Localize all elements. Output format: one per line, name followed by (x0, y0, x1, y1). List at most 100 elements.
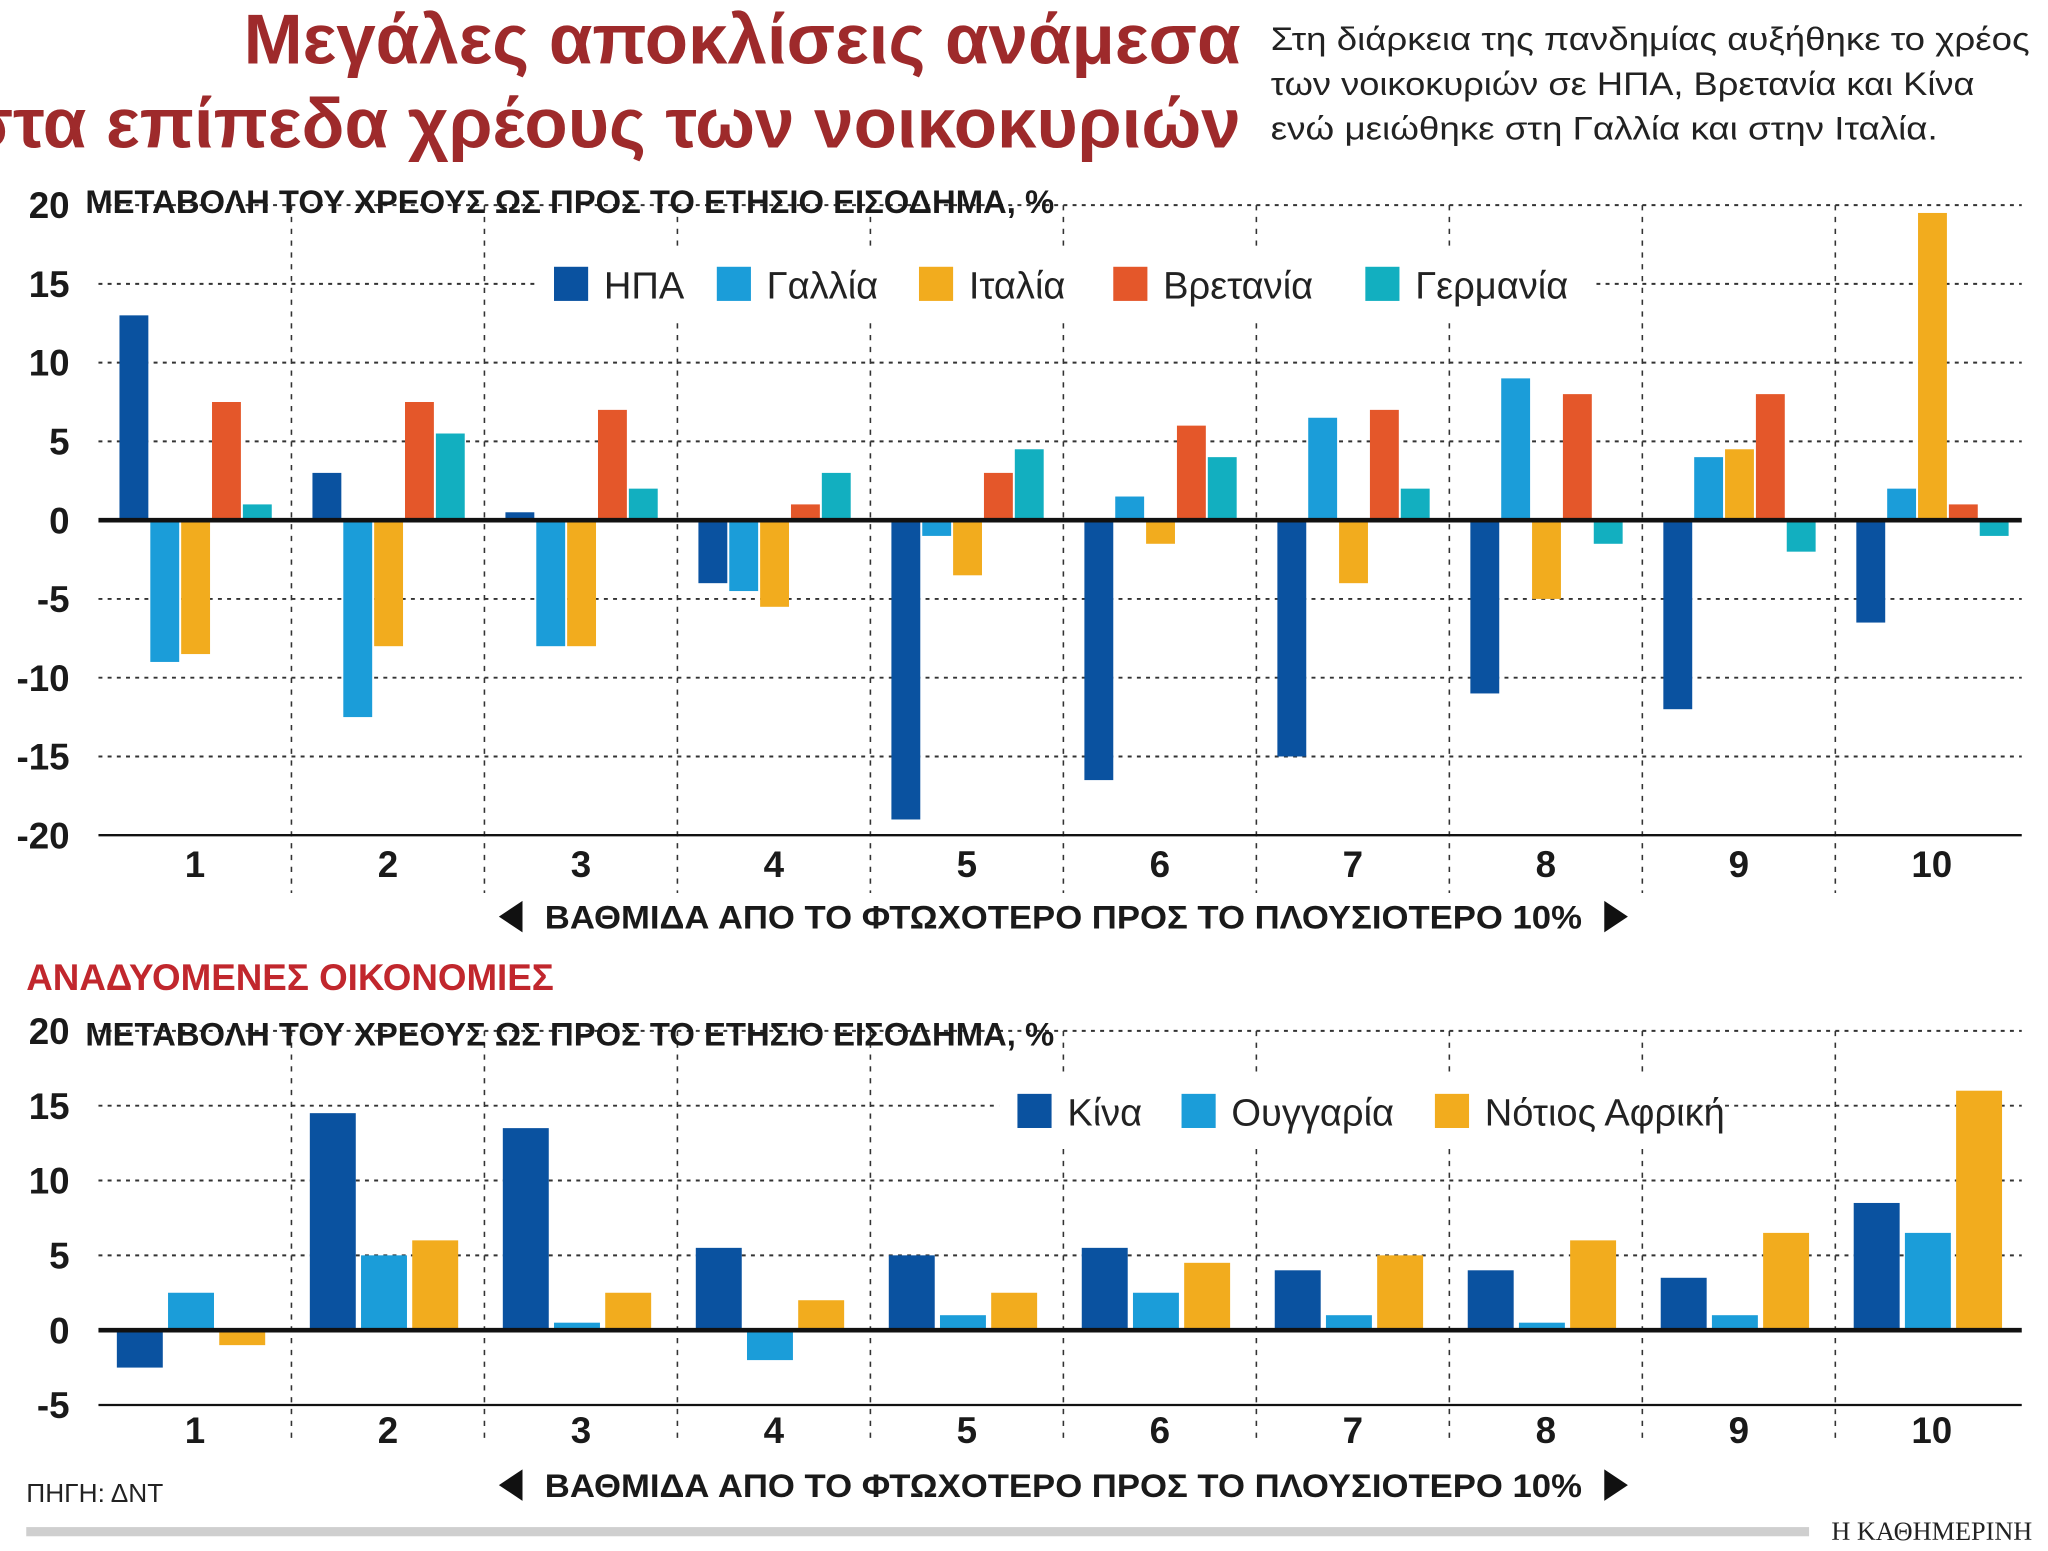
bar (412, 1240, 459, 1331)
legend-item: Βρετανία (1113, 265, 1313, 307)
legend-background (999, 1072, 1666, 1149)
x-tick-label: 6 (1150, 1410, 1170, 1451)
arrow-left-icon (498, 900, 523, 933)
bar (361, 1255, 407, 1331)
legend-item: Γερμανία (1365, 265, 1568, 307)
chart-emerging-economies: Κίνα Ουγγαρία Νότιος Αφρική ΜΕΤΑΒΟΛΗ ΤΟΥ ΧΡ… (29, 1011, 2022, 1504)
bar (567, 520, 597, 647)
x-tick-label: 8 (1536, 1410, 1556, 1451)
bar (746, 1330, 793, 1361)
y-tick-label: 10 (29, 1161, 70, 1202)
x-tick-label: 4 (764, 844, 785, 885)
bar (729, 520, 759, 592)
y-tick-label: 20 (29, 185, 70, 226)
bar (760, 520, 790, 607)
subtitle-line-3: ενώ μειώθηκε στη Γαλλία και στην Ιταλία. (1271, 109, 1938, 146)
bar (821, 472, 851, 521)
y-tick-label: -20 (16, 815, 69, 856)
bar (1369, 409, 1399, 521)
bar (1663, 520, 1693, 710)
bar (1853, 1202, 1900, 1331)
x-axis-label: ΒΑΘΜΙΔΑ ΑΠΟ ΤΟ ΦΤΩΧΟΤΕΡΟ ΠΡΟΣ ΤΟ ΠΛΟΥΣΙΟ… (545, 898, 1582, 935)
bar (1274, 1270, 1321, 1331)
bar (1711, 1315, 1758, 1331)
bar (1725, 449, 1754, 521)
x-tick-label: 3 (571, 844, 591, 885)
bar (605, 1292, 652, 1331)
x-tick-label: 9 (1729, 844, 1749, 885)
legend-label: Βρετανία (1163, 265, 1313, 307)
bar (1377, 1255, 1424, 1331)
legend-item: Ουγγαρία (1181, 1092, 1394, 1134)
legend-label: Ιταλία (969, 265, 1066, 307)
y-axis-label: ΜΕΤΑΒΟΛΗ ΤΟΥ ΧΡΕΟΥΣ ΩΣ ΠΡΟΣ ΤΟ ΕΤΗΣΙΟ ΕΙ… (85, 1015, 1054, 1052)
bar (1518, 1322, 1565, 1331)
y-tick-label: 0 (49, 1310, 69, 1351)
x-tick-label: 5 (957, 1410, 977, 1451)
y-tick-label: -5 (37, 579, 70, 620)
bar (1176, 425, 1206, 521)
x-tick-label: 6 (1150, 844, 1170, 885)
bar (1184, 1262, 1231, 1331)
legend-swatch (1113, 266, 1148, 301)
subtitle-line-1: Στη διάρκεια της πανδημίας αυξήθηκε το χ… (1271, 20, 2030, 57)
bar (1979, 520, 2009, 536)
bar (309, 1113, 356, 1331)
bar (1887, 488, 1917, 521)
arrow-right-icon (1604, 900, 1628, 933)
x-tick-label: 1 (185, 844, 205, 885)
bar (1562, 394, 1592, 521)
x-tick-label: 2 (378, 1410, 398, 1451)
bar (1532, 520, 1561, 599)
x-tick-label: 2 (378, 844, 398, 885)
bar (1308, 417, 1338, 521)
legend-swatch (554, 266, 589, 301)
legend-swatch (1434, 1093, 1470, 1128)
arrow-right-icon (1604, 1469, 1628, 1501)
bar (628, 488, 658, 521)
bar (374, 520, 404, 647)
bar (597, 409, 627, 521)
bar (888, 1255, 935, 1331)
bar (698, 520, 728, 584)
legend-item: Γαλλία (716, 265, 878, 307)
bar (983, 472, 1013, 521)
bar (939, 1315, 986, 1331)
legend-item: Νότιος Αφρική (1434, 1092, 1725, 1134)
bar (695, 1247, 742, 1331)
bar (1856, 520, 1886, 623)
bar (1115, 496, 1145, 521)
arrow-left-icon (498, 1469, 523, 1501)
legend-label: ΗΠΑ (604, 265, 685, 307)
y-tick-label: 15 (29, 1086, 70, 1127)
x-tick-label: 4 (764, 1410, 785, 1451)
bar (1014, 449, 1044, 521)
x-tick-label: 10 (1911, 844, 1952, 885)
legend-swatch (1017, 1093, 1052, 1128)
bar (1084, 520, 1114, 781)
bar (212, 402, 241, 521)
y-tick-label: -15 (16, 737, 69, 778)
bar (798, 1300, 845, 1331)
legend-label: Νότιος Αφρική (1485, 1092, 1725, 1134)
bar (1400, 488, 1430, 521)
x-tick-label: 3 (571, 1410, 591, 1451)
x-tick-label: 1 (185, 1410, 205, 1451)
bar (150, 520, 180, 662)
bar (435, 433, 465, 521)
bar (1694, 457, 1724, 521)
bar (343, 520, 373, 718)
bar (1918, 212, 1947, 521)
y-tick-label: 15 (29, 264, 70, 305)
bar (242, 504, 272, 521)
legend-item: Ιταλία (918, 265, 1066, 307)
legend-swatch (1181, 1093, 1216, 1128)
legend-swatch (716, 266, 751, 301)
x-tick-label: 10 (1911, 1410, 1952, 1451)
bar (991, 1292, 1038, 1331)
bar (554, 1322, 600, 1331)
section-title-emerging: ΑΝΑΔΥΟΜΕΝΕΣ ΟΙΚΟΝΟΜΙΕΣ (26, 957, 554, 998)
x-axis-label: ΒΑΘΜΙΔΑ ΑΠΟ ΤΟ ΦΤΩΧΟΤΕΡΟ ΠΡΟΣ ΤΟ ΠΛΟΥΣΙΟ… (545, 1467, 1582, 1504)
chart-advanced-economies: ΗΠΑ Γαλλία Ιταλία Βρετανία Γερμανία ΜΕΤΑΒΟΛΗ … (16, 183, 2022, 935)
